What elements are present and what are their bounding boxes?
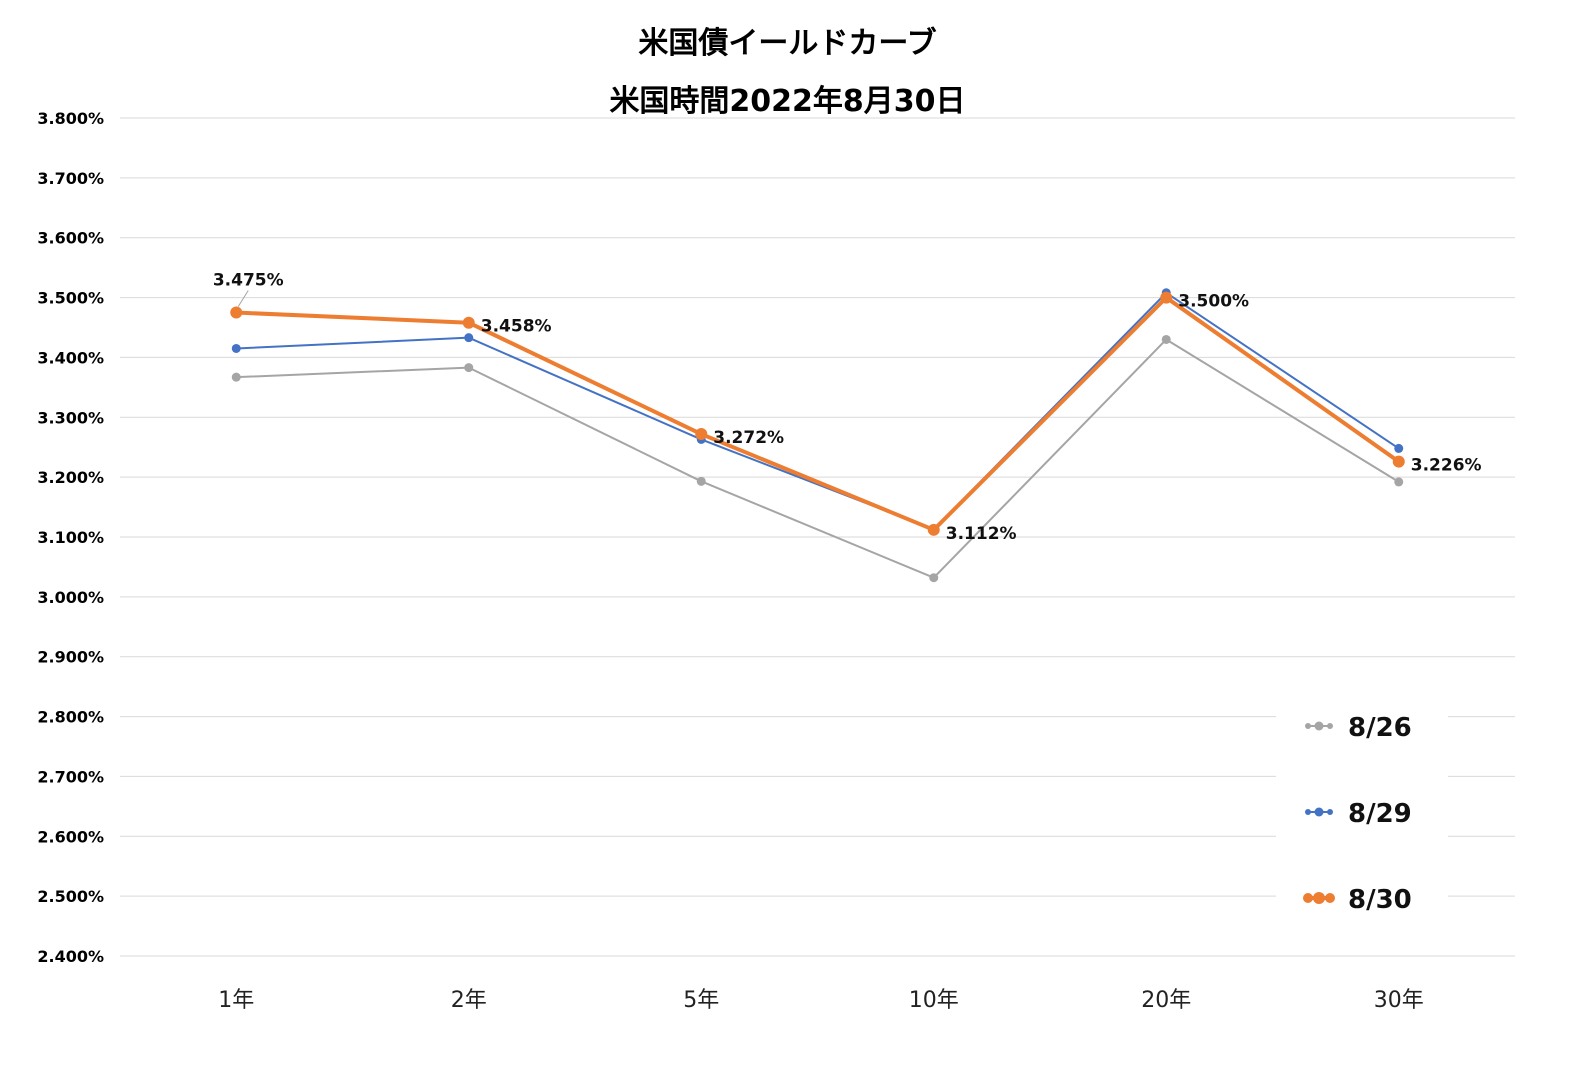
series-8-30 <box>230 291 1405 536</box>
legend-label: 8/29 <box>1348 799 1412 829</box>
y-axis: 3.800% 3.700% 3.600% 3.500% 3.400% 3.300% 3.20… <box>37 109 104 966</box>
y-tick-label: 3.400% <box>37 348 104 367</box>
legend-marker <box>1314 807 1324 817</box>
data-point <box>1394 443 1404 453</box>
y-tick-label: 3.100% <box>37 528 104 547</box>
y-tick-label: 2.600% <box>37 827 104 846</box>
legend-marker <box>1303 893 1313 903</box>
y-tick-label: 2.400% <box>37 947 104 966</box>
legend-label: 8/26 <box>1348 713 1412 743</box>
legend: 8/26 8/29 8/30 <box>1276 698 1448 930</box>
legend-marker <box>1314 721 1324 731</box>
x-tick-label: 30年 <box>1374 988 1424 1013</box>
data-point <box>231 372 241 382</box>
chart-subtitle: 米国時間2022年8月30日 <box>609 84 966 119</box>
data-label: 3.475% <box>213 271 284 291</box>
x-tick-label: 20年 <box>1141 988 1191 1013</box>
legend-marker <box>1305 723 1311 729</box>
series-layer <box>230 288 1405 583</box>
legend-marker <box>1325 893 1335 903</box>
data-point <box>1394 477 1404 487</box>
legend-box <box>1276 698 1448 930</box>
data-point <box>462 316 475 329</box>
legend-item: 8/26 <box>1305 713 1412 743</box>
y-tick-label: 2.700% <box>37 767 104 786</box>
data-point <box>230 306 243 319</box>
y-tick-label: 3.300% <box>37 408 104 427</box>
series-line <box>236 291 1400 531</box>
series-line <box>236 338 1400 579</box>
x-axis: 1年 2年 5年 10年 20年 30年 <box>218 988 1424 1013</box>
x-tick-label: 10年 <box>909 988 959 1013</box>
y-tick-label: 3.500% <box>37 289 104 308</box>
data-label: 3.226% <box>1411 456 1482 476</box>
legend-marker <box>1327 809 1333 815</box>
data-point <box>927 523 940 536</box>
legend-item: 8/30 <box>1303 885 1412 915</box>
chart-title: 米国債イールドカーブ <box>638 26 937 61</box>
data-label: 3.112% <box>946 524 1017 544</box>
data-labels: 3.475% 3.458% 3.272% 3.112% 3.500% 3.226% <box>213 271 1482 544</box>
series-line <box>236 295 1400 532</box>
y-tick-label: 2.800% <box>37 708 104 727</box>
series-8-26 <box>231 334 1404 583</box>
x-tick-label: 2年 <box>451 988 487 1013</box>
data-point <box>231 343 241 353</box>
data-point <box>464 363 474 373</box>
label-leader-line <box>237 290 249 307</box>
y-tick-label: 2.900% <box>37 648 104 667</box>
gridlines <box>120 117 1515 957</box>
data-label: 3.458% <box>481 317 552 337</box>
legend-label: 8/30 <box>1348 885 1412 915</box>
legend-item: 8/29 <box>1305 799 1412 829</box>
y-tick-label: 3.700% <box>37 169 104 188</box>
y-tick-label: 2.500% <box>37 887 104 906</box>
legend-marker <box>1313 892 1325 904</box>
y-tick-label: 3.000% <box>37 588 104 607</box>
data-label: 3.500% <box>1178 292 1249 312</box>
data-point <box>929 573 939 583</box>
legend-marker <box>1305 809 1311 815</box>
data-label: 3.272% <box>713 428 784 448</box>
x-tick-label: 1年 <box>218 988 254 1013</box>
data-point <box>1160 291 1173 304</box>
legend-marker <box>1327 723 1333 729</box>
y-tick-label: 3.800% <box>37 109 104 128</box>
y-tick-label: 3.600% <box>37 229 104 248</box>
x-tick-label: 5年 <box>683 988 719 1013</box>
data-point <box>695 428 708 441</box>
data-point <box>1392 455 1405 468</box>
data-point <box>464 333 474 343</box>
series-8-29 <box>231 288 1404 534</box>
data-point <box>1161 334 1171 344</box>
y-tick-label: 3.200% <box>37 468 104 487</box>
data-point <box>696 476 706 486</box>
